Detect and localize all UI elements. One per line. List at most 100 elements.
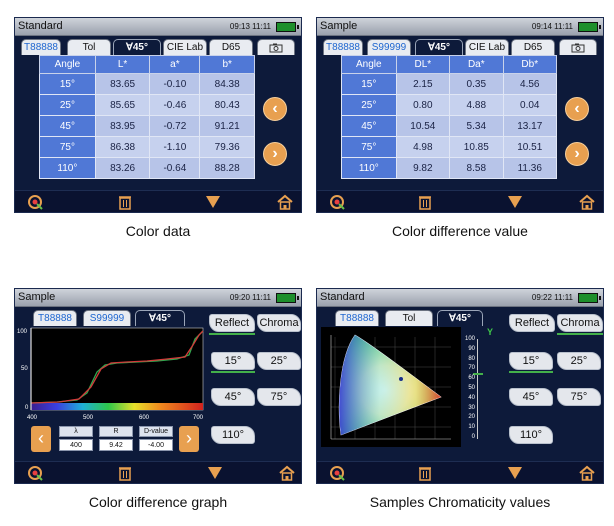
spectrum-strip: [31, 403, 203, 410]
angle-110-button[interactable]: 110°: [509, 426, 553, 444]
cursor-left-button[interactable]: ‹: [31, 426, 51, 452]
cell: 4.98: [395, 136, 451, 158]
target-icon[interactable]: [27, 465, 43, 481]
window-title: Sample: [18, 291, 56, 303]
tab-camera[interactable]: [559, 39, 597, 55]
title-bar: Standard 09:22 11:11: [317, 289, 603, 307]
cell: -1.10: [149, 136, 201, 158]
cell: 5.34: [449, 115, 504, 137]
camera-icon: [269, 43, 283, 53]
cell: 11.36: [502, 157, 558, 179]
angle-45-button[interactable]: 45°: [211, 388, 255, 406]
active-angle-indicator: [509, 371, 553, 373]
cell: 0.04: [502, 94, 558, 116]
angle-110-button[interactable]: 110°: [211, 426, 255, 444]
chevron-right-icon: ›: [272, 145, 278, 162]
chroma-button[interactable]: Chroma: [557, 314, 603, 332]
tab-angle[interactable]: ∀45°: [113, 39, 161, 55]
home-icon[interactable]: [279, 465, 295, 481]
tab-illuminant[interactable]: D65: [511, 39, 555, 55]
angle-45-button[interactable]: 45°: [509, 388, 553, 406]
tab-illuminant[interactable]: D65: [209, 39, 253, 55]
down-arrow-icon[interactable]: [207, 465, 223, 481]
angle-75-button[interactable]: 75°: [557, 388, 601, 406]
tab-tolerance[interactable]: Tol: [67, 39, 111, 55]
col-header: L*: [94, 55, 151, 74]
cell: 83.26: [94, 157, 151, 179]
cell: 10.51: [502, 136, 558, 158]
trash-icon[interactable]: [417, 465, 433, 481]
cell: 45°: [39, 115, 96, 137]
tab-standard-id[interactable]: T88888: [33, 310, 77, 326]
home-icon[interactable]: [579, 194, 595, 210]
previous-button[interactable]: ‹: [263, 97, 287, 121]
tab-angle[interactable]: ∀45°: [437, 310, 483, 326]
target-icon[interactable]: [329, 465, 345, 481]
down-arrow-icon[interactable]: [507, 465, 523, 481]
tab-sample-id[interactable]: S99999: [367, 39, 411, 55]
reflect-button[interactable]: Reflect: [509, 314, 555, 332]
cell: -0.64: [149, 157, 201, 179]
angle-15-button[interactable]: 15°: [509, 352, 553, 370]
cell: 80.43: [199, 94, 255, 116]
target-icon[interactable]: [329, 194, 345, 210]
x-tick: 600: [139, 415, 150, 421]
tab-color-space[interactable]: CIE Lab: [465, 39, 509, 55]
clock: 09:20 11:11: [229, 293, 271, 302]
y-tick: 50: [468, 384, 475, 391]
chroma-button[interactable]: Chroma: [257, 314, 301, 332]
title-bar: Sample 09:14 11:11: [317, 18, 603, 36]
chevron-right-icon: ›: [186, 428, 192, 448]
table-header-row: Angle DL* Da* Db*: [341, 55, 558, 74]
next-button[interactable]: ›: [263, 142, 287, 166]
caption-chromaticity: Samples Chromaticity values: [369, 494, 551, 510]
tab-standard-id[interactable]: T88888: [21, 39, 61, 55]
angle-75-button[interactable]: 75°: [257, 388, 301, 406]
trash-icon[interactable]: [117, 194, 133, 210]
angle-15-button[interactable]: 15°: [211, 352, 255, 370]
tab-standard-id[interactable]: T88888: [335, 310, 379, 326]
next-button[interactable]: ›: [565, 142, 589, 166]
tab-angle[interactable]: ∀45°: [415, 39, 463, 55]
sample-curve: [30, 330, 204, 404]
caption-difference-graph: Color difference graph: [88, 494, 228, 510]
battery-icon: [276, 22, 299, 32]
table-row: 25° 0.80 4.88 0.04: [341, 94, 558, 116]
cell: 10.54: [395, 115, 451, 137]
table-header-row: Angle L* a* b*: [39, 55, 255, 74]
cell: -0.72: [149, 115, 201, 137]
y-scale-marker[interactable]: [473, 373, 483, 375]
target-icon[interactable]: [27, 194, 43, 210]
cell: -0.10: [149, 73, 201, 95]
lambda-value: 400: [59, 439, 93, 451]
chevron-left-icon: ‹: [38, 428, 44, 448]
tab-color-space[interactable]: CIE Lab: [163, 39, 207, 55]
tab-sample-id[interactable]: S99999: [83, 310, 131, 326]
col-header: Angle: [39, 55, 96, 74]
trash-icon[interactable]: [117, 465, 133, 481]
angle-25-button[interactable]: 25°: [257, 352, 301, 370]
reflect-button[interactable]: Reflect: [209, 314, 255, 332]
r-value: 9.42: [99, 439, 133, 451]
color-data-table: Angle L* a* b* 15° 83.65 -0.10 84.38 25°…: [39, 55, 255, 179]
tab-standard-id[interactable]: T88888: [323, 39, 363, 55]
tab-angle[interactable]: ∀45°: [135, 310, 185, 326]
home-icon[interactable]: [579, 465, 595, 481]
color-data-screen: Standard 09:13 11:11 T88888 Tol ∀45° CIE…: [14, 17, 302, 213]
tab-tolerance[interactable]: Tol: [385, 310, 433, 326]
col-header: DL*: [395, 55, 451, 74]
cell: 4.56: [502, 73, 558, 95]
angle-25-button[interactable]: 25°: [557, 352, 601, 370]
trash-icon[interactable]: [417, 194, 433, 210]
down-arrow-icon[interactable]: [205, 194, 221, 210]
cell: 110°: [39, 157, 96, 179]
home-icon[interactable]: [277, 194, 293, 210]
bottom-toolbar: [317, 190, 603, 212]
camera-icon: [571, 43, 585, 53]
tab-camera[interactable]: [257, 39, 295, 55]
down-arrow-icon[interactable]: [507, 194, 523, 210]
cell: 83.65: [94, 73, 151, 95]
cursor-right-button[interactable]: ›: [179, 426, 199, 452]
chevron-right-icon: ›: [574, 145, 580, 162]
previous-button[interactable]: ‹: [565, 97, 589, 121]
